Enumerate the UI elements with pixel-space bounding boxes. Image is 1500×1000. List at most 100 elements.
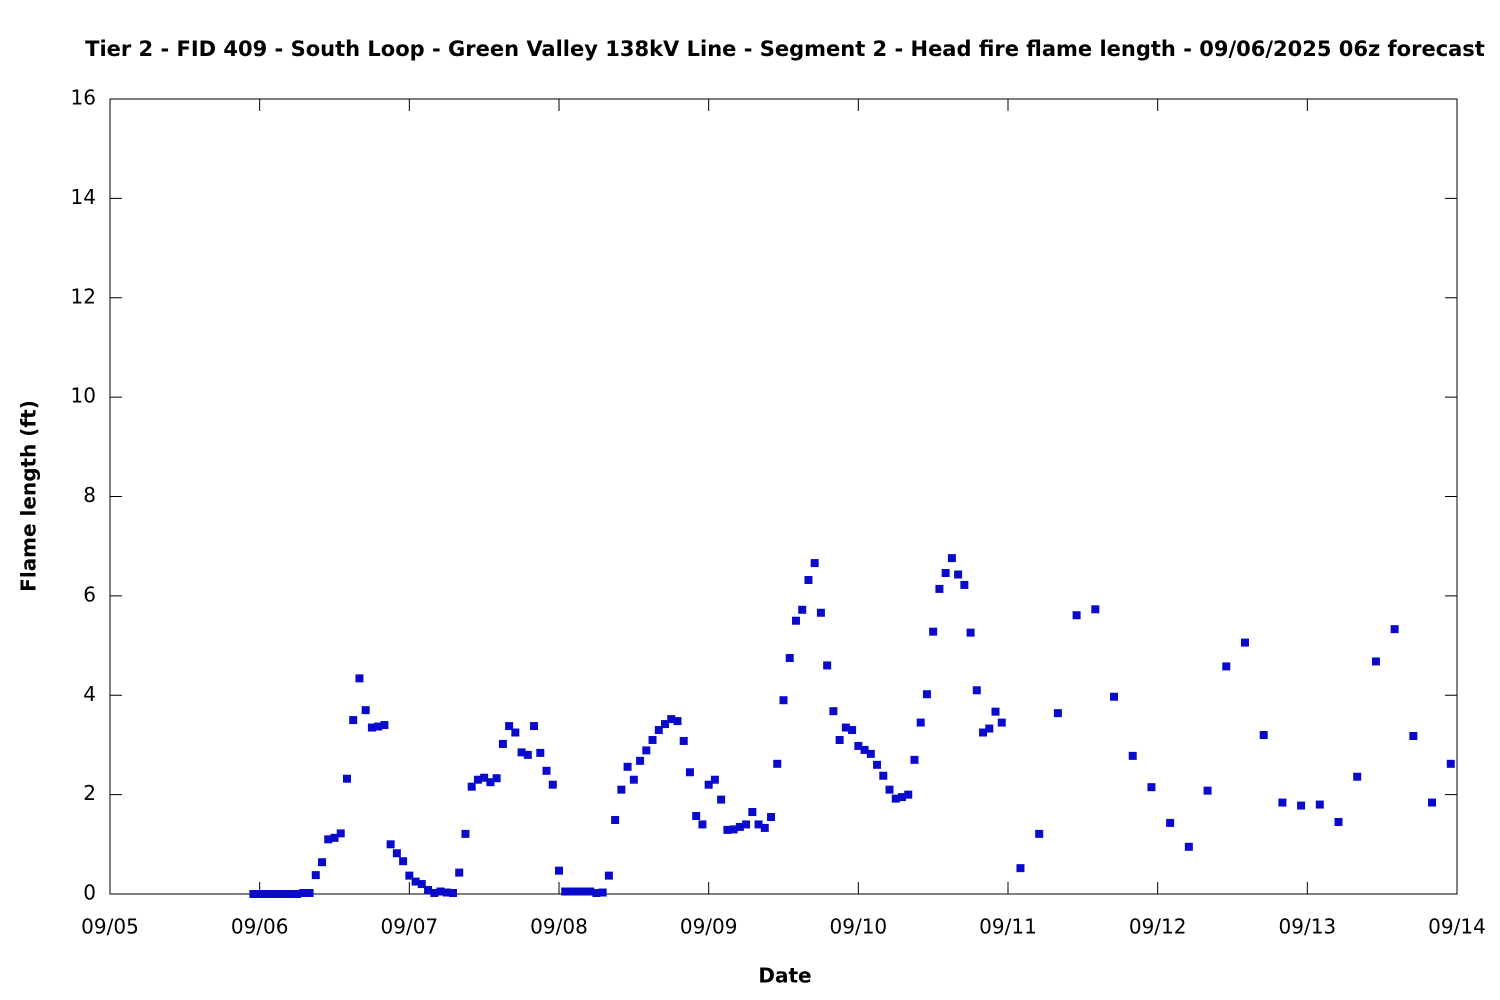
point [997, 718, 1006, 727]
point [349, 716, 358, 725]
point [941, 569, 950, 578]
point [392, 849, 401, 858]
point [966, 628, 975, 637]
point [904, 790, 913, 799]
point [318, 858, 327, 867]
point [473, 775, 482, 784]
point [448, 889, 457, 898]
point [511, 728, 520, 737]
point [667, 715, 676, 724]
point [286, 890, 295, 898]
point [897, 793, 906, 802]
point [542, 766, 551, 775]
point [604, 871, 613, 880]
point [274, 890, 283, 898]
point [991, 707, 1000, 716]
point [710, 775, 719, 784]
y-tick-label: 0 [83, 881, 96, 905]
point [336, 829, 345, 838]
point [386, 840, 395, 849]
point [1203, 786, 1212, 795]
x-tick-label: 09/06 [231, 915, 289, 939]
point [305, 889, 314, 898]
point [1072, 611, 1081, 620]
point [492, 774, 501, 783]
point [960, 580, 969, 589]
point [486, 778, 495, 787]
point [947, 554, 956, 563]
point [1334, 817, 1343, 826]
y-tick-label: 4 [83, 682, 96, 706]
point [342, 774, 351, 783]
point [1259, 731, 1268, 739]
point [598, 888, 607, 897]
point [679, 736, 688, 745]
point [374, 722, 383, 731]
point [860, 745, 869, 754]
point [754, 820, 763, 829]
point [742, 820, 751, 829]
point [498, 739, 507, 748]
point [785, 653, 794, 662]
point [1371, 657, 1380, 666]
point [1166, 818, 1175, 827]
point [1128, 751, 1137, 760]
point [854, 741, 863, 750]
point [767, 812, 776, 821]
point [1016, 864, 1025, 873]
point [617, 785, 626, 794]
point [804, 575, 813, 584]
point [399, 857, 408, 866]
point [916, 718, 925, 727]
point [480, 773, 489, 782]
point [611, 815, 620, 824]
point [841, 723, 850, 732]
point [816, 608, 825, 617]
point [523, 750, 532, 759]
point [1297, 801, 1306, 810]
x-tick-label: 09/11 [979, 915, 1037, 939]
point [367, 723, 376, 732]
point [779, 696, 788, 705]
point [748, 808, 757, 817]
point [1446, 759, 1455, 768]
point [330, 833, 339, 842]
y-tick-label: 14 [71, 185, 96, 209]
point [673, 717, 682, 726]
point [579, 887, 588, 896]
point [773, 759, 782, 768]
point [729, 825, 738, 834]
point [835, 735, 844, 744]
point [685, 768, 694, 777]
point [380, 721, 389, 730]
point [555, 866, 563, 875]
point [873, 760, 882, 769]
point [299, 889, 308, 898]
point [1353, 772, 1362, 781]
x-axis-label: Date [758, 964, 811, 988]
point [885, 785, 894, 794]
x-tick-label: 09/10 [830, 915, 888, 939]
point [280, 890, 289, 898]
x-tick-label: 09/05 [81, 915, 139, 939]
x-tick-label: 09/13 [1279, 915, 1337, 939]
point [355, 674, 364, 683]
point [972, 686, 981, 695]
point [424, 886, 433, 895]
point [261, 890, 270, 898]
point [935, 584, 944, 593]
point [954, 570, 963, 579]
point [922, 690, 931, 699]
point [1147, 783, 1156, 792]
point [430, 889, 439, 898]
point [455, 868, 464, 877]
point [411, 877, 420, 886]
point [929, 627, 938, 636]
x-tick-label: 09/07 [381, 915, 439, 939]
point [461, 829, 470, 838]
point [810, 559, 819, 568]
point [548, 780, 557, 789]
point [1053, 709, 1062, 718]
point [567, 887, 576, 896]
